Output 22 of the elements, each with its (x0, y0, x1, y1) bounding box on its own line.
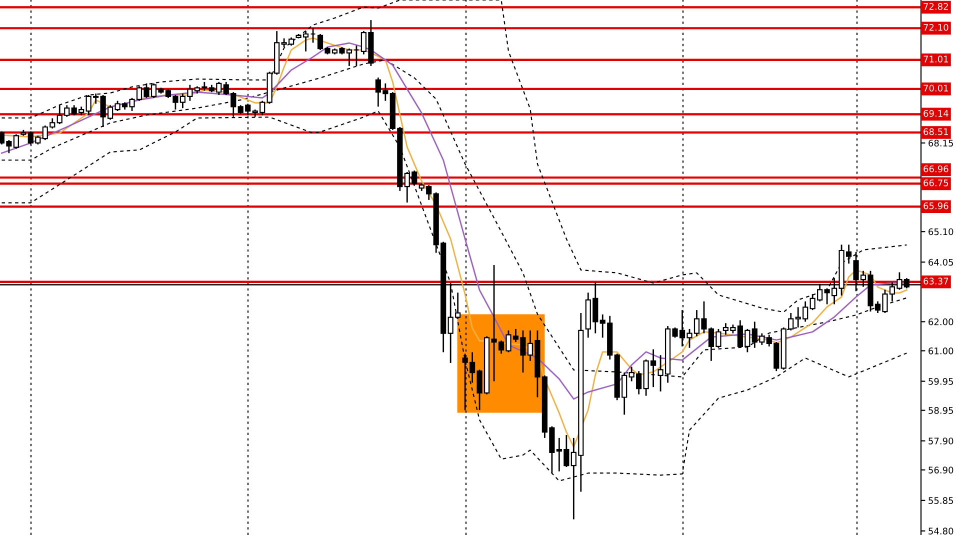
y-tick-label: 55.85 (928, 497, 953, 504)
y-tick-label: 65.10 (928, 228, 954, 236)
ref-line-label: 68.51 (924, 128, 948, 136)
y-tick-label: 61.00 (928, 347, 954, 354)
ref-line-label: 70.01 (924, 84, 948, 92)
ref-line-label: 63.37 (924, 278, 948, 285)
y-tick-label: 62.00 (928, 318, 954, 326)
candlestick (13, 134, 19, 150)
ref-line-label: 65.96 (924, 202, 948, 210)
y-tick-label: 68.15 (928, 140, 953, 147)
y-tick-label: 57.90 (928, 438, 954, 444)
ref-line-label: 69.14 (924, 110, 948, 117)
ref-line-label: 66.75 (924, 179, 948, 186)
ref-line-label: 66.96 (924, 165, 948, 172)
y-tick-label: 64.05 (928, 258, 953, 266)
y-tick-label: 56.90 (928, 466, 954, 474)
y-tick-label: 59.95 (928, 378, 953, 385)
ref-line-label: 72.10 (924, 24, 948, 31)
ref-line-label: 71.01 (924, 56, 948, 62)
y-tick-label: 58.95 (928, 407, 953, 414)
y-tick-label: 54.80 (928, 528, 954, 534)
ref-line-label: 72.82 (924, 3, 948, 10)
